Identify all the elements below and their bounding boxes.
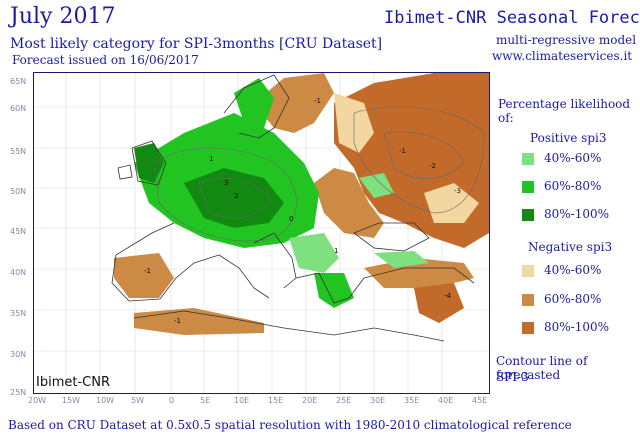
lat-label-40n: 40N [10,268,27,277]
contour-label: 0 [289,215,293,223]
neg-region-north-africa-60-80 [134,308,264,335]
map-canvas: 1 0 -1 -2 2 3 -3 -4 -1 -1 1 -1 [34,73,489,393]
legend-swatch-neg-60-80 [522,294,534,306]
lon-label-40e: 40E [438,396,454,405]
forecast-issued-date: Forecast issued on 16/06/2017 [12,53,199,67]
legend-heading: Percentage likelihood of: [498,97,631,125]
contour-label: 1 [334,247,338,255]
coastlines [111,74,475,342]
lon-label-10w: 10W [96,396,115,405]
pos-region-britain-80-100 [134,143,164,183]
legend-positive-heading: Positive spi3 [530,131,607,145]
legend-label-neg-40-60: 40%-60% [544,263,602,277]
spi3-contours [153,106,485,242]
pos-region-balkans-40-60 [289,233,339,273]
lon-label-35e: 35E [404,396,420,405]
contour-label: -3 [454,187,461,195]
contour-label: 2 [234,192,238,200]
website-url: www.climateservices.it [492,49,633,63]
legend-swatch-pos-60-80 [522,181,534,193]
contour-label: -1 [399,147,406,155]
lon-label-25e: 25E [336,396,352,405]
neg-region-mideast-80-100 [414,283,464,323]
lon-label-20w: 20W [28,396,47,405]
lat-label-25n: 25N [10,388,27,397]
neg-region-scandinavia-60-80 [254,73,334,133]
lon-label-0: 0 [169,396,175,405]
legend-swatch-pos-40-60 [522,153,534,165]
forecast-map: 1 0 -1 -2 2 3 -3 -4 -1 -1 1 -1 [33,72,490,394]
lon-label-5w: 5W [131,396,144,405]
legend-label-neg-80-100: 80%-100% [544,320,610,334]
model-name: multi-regressive model [496,33,637,47]
map-title: July 2017 [10,4,116,29]
lon-label-30e: 30E [370,396,386,405]
neg-region-east-60-80 [314,168,384,238]
legend-label-pos-80-100: 80%-100% [544,207,610,221]
pos-region-baltic-40-60 [359,173,394,198]
lon-label-20e: 20E [302,396,318,405]
legend-contour-variable: SPI-3 [496,370,529,384]
forecast-source-title: Ibimet-CNR Seasonal Forecast [384,8,640,28]
pos-region-anatolia-40-60 [374,251,429,268]
lat-label-35n: 35N [10,309,27,318]
neg-region-iberia-60-80 [114,253,174,298]
legend-contour-text: Contour line of forecasted [496,354,588,382]
lon-label-45e: 45E [472,396,488,405]
contour-label: -4 [444,292,452,300]
legend-label-pos-60-80: 60%-80% [544,179,602,193]
contour-label: -1 [144,267,151,275]
footer-note: Based on CRU Dataset at 0.5x0.5 spatial … [8,418,572,432]
contour-label: -2 [429,162,436,170]
lon-label-15w: 15W [62,396,81,405]
legend-negative-heading: Negative spi3 [528,240,613,254]
legend-label-neg-60-80: 60%-80% [544,292,602,306]
lat-label-30n: 30N [10,350,27,359]
lon-label-10e: 10E [234,396,250,405]
legend-swatch-neg-40-60 [522,265,534,277]
contour-label: 1 [209,155,213,163]
lat-label-60n: 60N [10,104,27,113]
lon-label-5e: 5E [200,396,211,405]
lat-label-50n: 50N [10,187,27,196]
lat-label-45n: 45N [10,227,27,236]
lat-label-55n: 55N [10,147,27,156]
contour-label: 3 [224,179,228,187]
lat-label-65n: 65N [10,77,27,86]
contour-label: -1 [174,317,181,325]
legend-swatch-pos-80-100 [522,209,534,221]
pos-region-scandinavia-60-80 [234,78,274,128]
legend-label-pos-40-60: 40%-60% [544,151,602,165]
contour-label: -1 [314,97,321,105]
map-subtitle: Most likely category for SPI-3months [CR… [10,36,383,52]
legend-swatch-neg-80-100 [522,322,534,334]
lon-label-15e: 15E [268,396,284,405]
map-credit: Ibimet-CNR [36,375,110,390]
